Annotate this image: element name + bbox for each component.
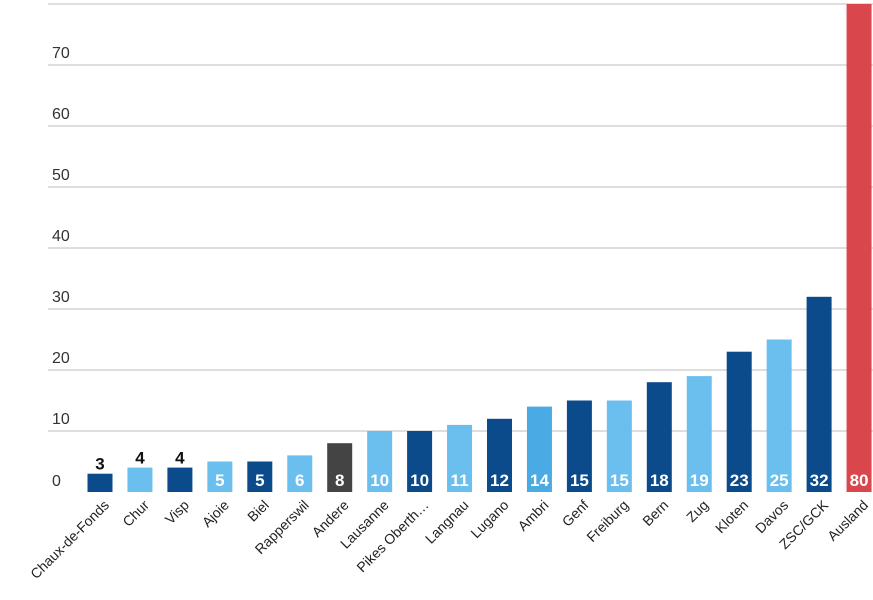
bar-16 bbox=[726, 351, 752, 492]
gridlines bbox=[48, 3, 873, 432]
bar-5 bbox=[287, 455, 313, 492]
bar-3 bbox=[207, 461, 233, 492]
category-label-9: Langnau bbox=[422, 497, 472, 547]
category-label-8: Pikes Oberth… bbox=[353, 497, 431, 575]
bar-12 bbox=[566, 400, 592, 492]
category-label-0: Chaux-de-Fonds bbox=[27, 497, 112, 582]
value-label-3: 5 bbox=[215, 471, 224, 490]
category-label-14: Bern bbox=[639, 497, 671, 529]
bar-2 bbox=[167, 467, 193, 492]
y-tick-label-10: 10 bbox=[52, 411, 70, 428]
bar-4 bbox=[247, 461, 273, 492]
category-label-15: Zug bbox=[683, 497, 711, 525]
category-label-4: Biel bbox=[244, 497, 272, 525]
bar-15 bbox=[686, 376, 712, 492]
y-tick-label-20: 20 bbox=[52, 350, 70, 367]
value-label-15: 19 bbox=[690, 471, 709, 490]
value-label-16: 23 bbox=[730, 471, 749, 490]
value-label-0: 3 bbox=[95, 455, 104, 474]
value-label-19: 80 bbox=[850, 471, 869, 490]
bars bbox=[87, 4, 872, 492]
category-label-13: Freiburg bbox=[583, 497, 631, 545]
y-tick-label-30: 30 bbox=[52, 289, 70, 306]
bar-17 bbox=[766, 339, 792, 492]
bar-18 bbox=[806, 296, 832, 492]
bar-6 bbox=[327, 443, 353, 492]
bar-13 bbox=[606, 400, 632, 492]
bar-8 bbox=[407, 431, 433, 492]
category-label-2: Visp bbox=[162, 497, 193, 528]
bar-0 bbox=[87, 473, 113, 492]
y-tick-label-40: 40 bbox=[52, 228, 70, 245]
y-tick-label-70: 70 bbox=[52, 45, 70, 62]
y-tick-label-60: 60 bbox=[52, 106, 70, 123]
value-label-10: 12 bbox=[490, 471, 509, 490]
y-tick-label-0: 0 bbox=[52, 473, 61, 490]
bar-7 bbox=[367, 431, 393, 492]
value-label-2: 4 bbox=[175, 449, 185, 468]
value-label-12: 15 bbox=[570, 471, 589, 490]
value-label-18: 32 bbox=[810, 471, 829, 490]
value-label-11: 14 bbox=[530, 471, 549, 490]
value-label-14: 18 bbox=[650, 471, 669, 490]
category-label-11: Ambri bbox=[514, 497, 551, 534]
category-label-10: Lugano bbox=[467, 497, 511, 541]
category-label-12: Genf bbox=[559, 497, 592, 530]
value-label-4: 5 bbox=[255, 471, 264, 490]
value-labels: 3 4 4 5 5 6 8 10 10 11 12 14 15 15 18 19 23 25 32 80 bbox=[95, 449, 868, 490]
bar-10 bbox=[487, 418, 512, 492]
y-axis-ticks: 0 10 20 30 40 50 60 70 bbox=[52, 45, 70, 490]
x-axis-labels: Chaux-de-Fonds Chur Visp Ajoie BielRapperswi… bbox=[27, 496, 871, 582]
bar-19 bbox=[846, 4, 872, 492]
category-label-16: Kloten bbox=[712, 497, 751, 536]
value-label-8: 10 bbox=[410, 471, 429, 490]
category-label-1: Chur bbox=[119, 497, 152, 530]
value-label-17: 25 bbox=[770, 471, 789, 490]
value-label-6: 8 bbox=[335, 471, 344, 490]
bar-9 bbox=[447, 424, 473, 492]
category-label-19: Ausland bbox=[824, 497, 871, 544]
y-tick-label-50: 50 bbox=[52, 167, 70, 184]
bar-1 bbox=[127, 467, 153, 492]
category-label-3: Ajoie bbox=[199, 497, 232, 530]
value-label-7: 10 bbox=[370, 471, 389, 490]
value-label-5: 6 bbox=[295, 471, 304, 490]
value-label-13: 15 bbox=[610, 471, 629, 490]
value-label-1: 4 bbox=[135, 449, 145, 468]
bar-14 bbox=[646, 382, 672, 492]
bar-11 bbox=[526, 406, 552, 492]
value-label-9: 11 bbox=[451, 471, 469, 490]
